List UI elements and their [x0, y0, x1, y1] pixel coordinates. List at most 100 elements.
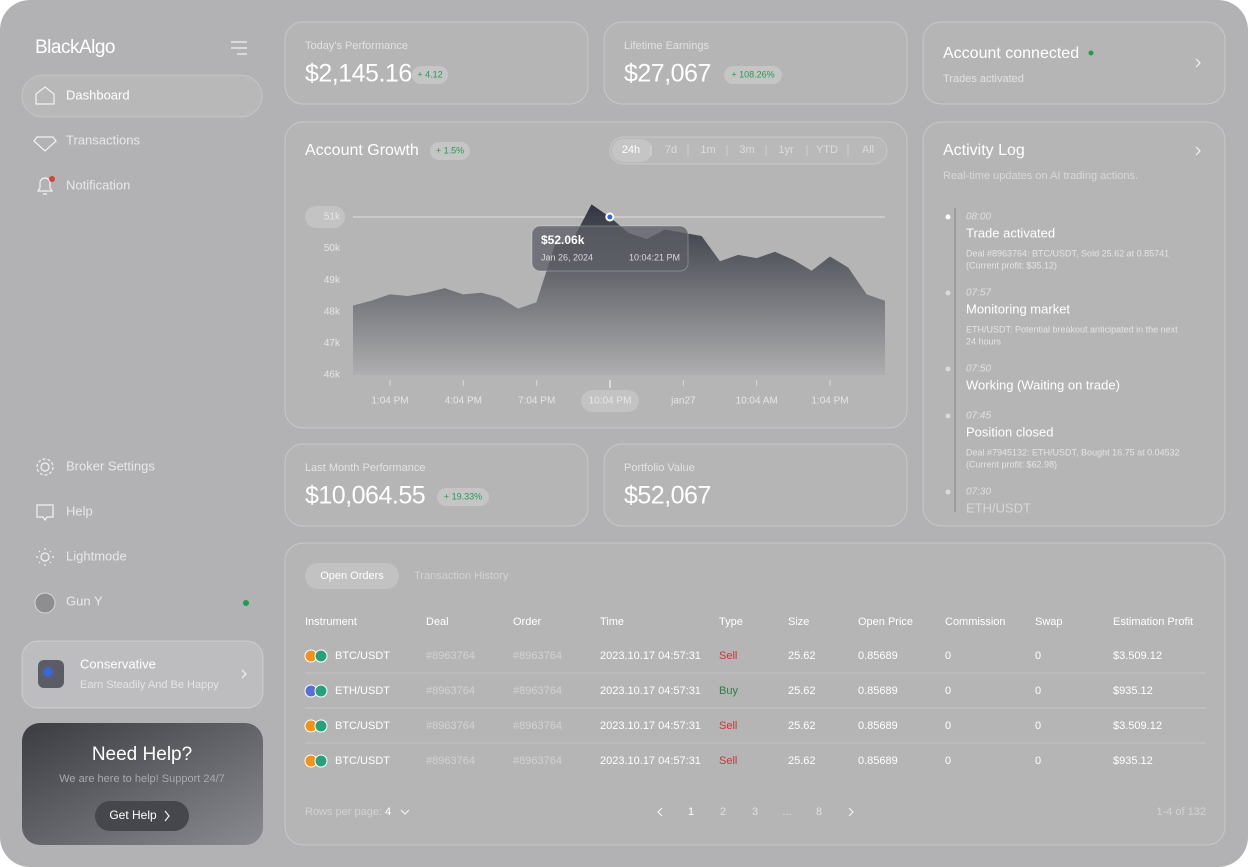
cell: $3.509.12 [1113, 720, 1162, 732]
prev-page[interactable] [657, 807, 663, 817]
menu-item[interactable]: Notification [66, 177, 130, 192]
cell: Sell [719, 650, 737, 662]
plan-subtitle: Earn Steadily And Be Happy [80, 679, 219, 691]
x-tick-label: 4:04 PM [445, 396, 482, 407]
page-number[interactable]: 3 [752, 806, 758, 818]
next-page[interactable] [848, 807, 854, 817]
timeline-dot [945, 290, 951, 296]
stat-value: $52,067 [624, 482, 711, 510]
cell: #8963764 [513, 650, 562, 662]
card [284, 443, 589, 527]
x-tick-label: 1:04 PM [811, 396, 848, 407]
user-name[interactable]: Gun Y [66, 593, 103, 608]
log-detail: (Current profit: $62.98) [966, 459, 1057, 469]
page-number[interactable]: ... [782, 806, 791, 818]
cell: #8963764 [426, 755, 475, 767]
badge: + 4.12 [417, 69, 442, 79]
timeline-dot [945, 214, 951, 220]
period[interactable]: 1yr [778, 144, 794, 156]
y-tick-pill [305, 206, 345, 228]
cell: #8963764 [513, 685, 562, 697]
chevron[interactable] [1195, 146, 1201, 156]
period[interactable]: YTD [816, 144, 838, 156]
cell: 0 [945, 720, 951, 732]
y-tick-label: 49k [324, 275, 341, 286]
period[interactable]: 1m [700, 144, 715, 156]
tab[interactable]: Open Orders [320, 570, 384, 582]
cell: 0 [1035, 755, 1041, 767]
column-header: Estimation Profit [1113, 616, 1193, 628]
chevron [164, 810, 170, 822]
log-detail: Deal #8963764: BTC/USDT, Sold 25.62 at 0… [966, 248, 1169, 258]
log-time: 07:45 [966, 411, 991, 422]
dropdown[interactable] [400, 809, 410, 815]
rows-value[interactable]: 4 [385, 806, 391, 818]
card [603, 443, 908, 527]
account-card[interactable] [922, 21, 1226, 105]
diamond-icon [33, 136, 57, 152]
log-time: 07:50 [966, 364, 991, 375]
period[interactable]: 7d [665, 144, 677, 156]
help-button-label[interactable]: Get Help [109, 808, 157, 822]
cell: #8963764 [513, 755, 562, 767]
logo: BlackAlgo [35, 37, 115, 58]
cell: 25.62 [788, 685, 816, 697]
period[interactable]: 3m [739, 144, 754, 156]
badge: + 108.26% [731, 69, 774, 79]
menu-item[interactable]: Dashboard [66, 87, 130, 102]
stat-value: $27,067 [624, 60, 711, 88]
plan-card[interactable] [21, 640, 264, 709]
avatar[interactable] [34, 592, 56, 614]
menu-item[interactable]: Help [66, 503, 93, 518]
log-time: 07:30 [966, 487, 991, 498]
page-range: 1-4 of 132 [1156, 806, 1206, 818]
badge: + 1.5% [436, 145, 464, 155]
cell: BTC/USDT [335, 720, 390, 732]
column-header: Time [600, 616, 624, 628]
y-tick-label: 48k [324, 306, 341, 317]
chevron [1195, 58, 1201, 68]
cell: #8963764 [513, 720, 562, 732]
marker-core [607, 214, 613, 220]
log-time: 08:00 [966, 212, 991, 223]
page-number[interactable]: 1 [688, 806, 694, 818]
page-number[interactable]: 2 [720, 806, 726, 818]
period[interactable]: 24h [622, 144, 640, 156]
menu-item[interactable]: Transactions [66, 132, 140, 147]
cell: 0.85689 [858, 650, 898, 662]
stat-value: $2,145.16 [305, 60, 412, 88]
cell: 0 [945, 755, 951, 767]
stat-label: Today's Performance [305, 40, 408, 52]
tab[interactable]: Transaction History [414, 570, 509, 582]
tooltip-time: 10:04:21 PM [629, 252, 680, 262]
help-title: Need Help? [92, 744, 192, 765]
tab-active[interactable] [305, 563, 399, 589]
menu-item[interactable]: Broker Settings [66, 458, 155, 473]
column-header: Instrument [305, 616, 357, 628]
cell: Buy [719, 685, 738, 697]
column-header: Swap [1035, 616, 1063, 628]
menu-item[interactable]: Lightmode [66, 548, 127, 563]
cell: 0 [945, 650, 951, 662]
tooltip-date: Jan 26, 2024 [541, 252, 593, 262]
column-header: Order [513, 616, 541, 628]
account-title: Account connected [943, 45, 1079, 62]
cell: 25.62 [788, 720, 816, 732]
y-tick-label: 51k [324, 212, 341, 223]
online-dot [243, 600, 249, 606]
activity-title: Activity Log [943, 142, 1025, 159]
x-tick-pill [581, 390, 639, 412]
active-menu-bg[interactable] [21, 74, 263, 118]
stat-label: Last Month Performance [305, 462, 425, 474]
orders-card [284, 542, 1226, 846]
x-tick-label: jan27 [670, 396, 696, 407]
period-tabs [609, 136, 888, 165]
stat-label: Portfolio Value [624, 462, 695, 474]
menu-toggle[interactable] [231, 41, 247, 55]
period[interactable]: All [862, 144, 874, 156]
y-tick-label: 47k [324, 338, 341, 349]
help-button[interactable] [95, 801, 189, 831]
page-number[interactable]: 8 [816, 806, 822, 818]
